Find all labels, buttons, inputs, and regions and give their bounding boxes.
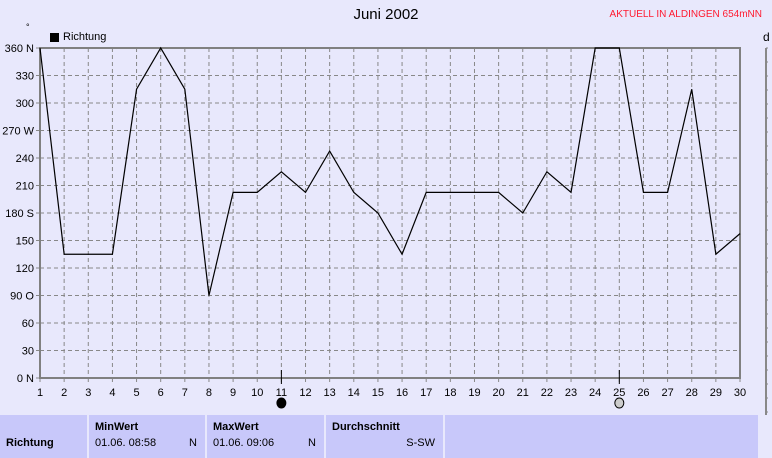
x-tick-label: 25	[613, 387, 625, 399]
x-tick-label: 29	[710, 387, 722, 399]
full-moon-icon	[614, 397, 625, 409]
y-tick-label: 120	[16, 263, 34, 275]
x-tick-label: 2	[61, 387, 67, 399]
y-tick-label: 210	[16, 181, 34, 193]
x-tick-label: 27	[661, 387, 673, 399]
x-tick-label: 7	[182, 387, 188, 399]
x-tick-label: 23	[565, 387, 577, 399]
x-tick-label: 19	[468, 387, 480, 399]
y-tick-label: 60	[22, 318, 34, 330]
x-tick-label: 9	[230, 387, 236, 399]
y-axis-label: °	[26, 22, 30, 32]
avg-value: S-SW	[406, 437, 435, 449]
plot-frame	[39, 47, 741, 379]
x-tick-label: 17	[420, 387, 432, 399]
min-value: N	[189, 437, 197, 449]
y-tick-label: 30	[22, 346, 34, 358]
y-tick-label: 0 N	[17, 373, 34, 385]
min-date: 01.06. 08:58	[95, 437, 157, 449]
x-tick-label: 21	[517, 387, 529, 399]
x-tick-label: 14	[348, 387, 360, 399]
y-tick-label: 90 O	[10, 291, 34, 303]
x-tick-label: 20	[492, 387, 504, 399]
y-tick-label: 240	[16, 153, 34, 165]
y-tick-label: 180 S	[5, 208, 34, 220]
chart-subtitle: AKTUELL IN ALDINGEN 654mNN	[609, 9, 762, 20]
y-tick-label: 270 W	[2, 126, 34, 138]
x-tick-label: 16	[396, 387, 408, 399]
x-tick-label: 8	[206, 387, 212, 399]
x-tick-label: 26	[637, 387, 649, 399]
x-tick-label: 12	[299, 387, 311, 399]
min-header: MinWert	[95, 421, 139, 433]
row-label: Richtung	[6, 437, 54, 449]
y-tick-label: 150	[16, 236, 34, 248]
legend-label: Richtung	[63, 31, 107, 43]
x-tick-label: 5	[133, 387, 139, 399]
x-tick-label: 3	[85, 387, 91, 399]
chart-title: Juni 2002	[353, 6, 419, 23]
x-tick-label: 11	[276, 387, 287, 399]
y-tick-label: 300	[16, 98, 34, 110]
x-tick-label: 4	[109, 387, 115, 399]
right-axis-label: d	[763, 30, 770, 44]
y-tick-label: 360 N	[5, 43, 34, 55]
max-value: N	[308, 437, 316, 449]
x-tick-label: 10	[251, 387, 263, 399]
x-tick-label: 30	[734, 387, 746, 399]
avg-header: Durchschnitt	[332, 421, 400, 433]
legend: Richtung	[50, 31, 106, 43]
y-tick-label: 330	[16, 71, 34, 83]
x-tick-label: 13	[324, 387, 336, 399]
x-tick-label: 22	[541, 387, 553, 399]
x-tick-label: 15	[372, 387, 384, 399]
new-moon-icon	[276, 397, 287, 409]
chart: 1 2 3 4 5 6 7 8 9 10 11 12 13 14 15 16 17 18 19 20 21 22 23 24 2…	[2, 43, 770, 415]
x-tick-label: 6	[158, 387, 164, 399]
stats-panel: Richtung MinWert 01.06. 08:58 N MaxWert 01.…	[0, 415, 758, 458]
series-line-richtung	[39, 46, 741, 296]
x-tick-label: 1	[37, 387, 43, 399]
x-tick-label: 18	[444, 387, 456, 399]
x-tick-label: 24	[589, 387, 601, 399]
x-tick-label: 28	[686, 387, 698, 399]
max-header: MaxWert	[213, 421, 259, 433]
legend-swatch	[50, 32, 59, 42]
max-date: 01.06. 09:06	[213, 437, 275, 449]
